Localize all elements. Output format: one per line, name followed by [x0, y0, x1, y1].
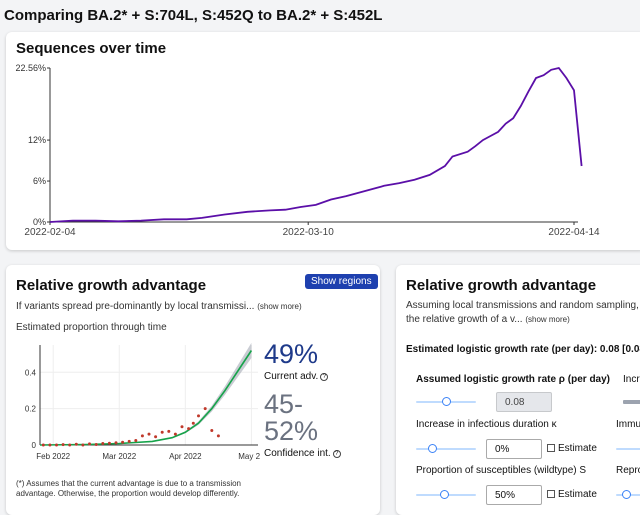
help-icon[interactable]: ? — [320, 373, 329, 381]
left-description-text: If variants spread pre-dominantly by loc… — [16, 301, 255, 312]
footnote: (*) Assumes that the current advantage i… — [16, 479, 241, 499]
data-point — [160, 430, 164, 434]
data-point — [147, 432, 151, 436]
current-advantage-label-text: Current adv. — [264, 371, 319, 382]
growth-card-right: Relative growth advantage Assuming local… — [396, 265, 640, 515]
data-point — [55, 443, 58, 447]
rho-slider-thumb[interactable] — [442, 397, 451, 406]
data-point — [127, 439, 131, 443]
data-point — [180, 425, 184, 429]
data-point — [154, 435, 158, 439]
s-slider[interactable] — [416, 488, 476, 502]
x-tick-label: 2022-03-10 — [283, 227, 335, 238]
data-point — [173, 432, 177, 436]
data-point — [68, 443, 72, 447]
sequences-chart: 22.56% 12% 6% 0%2022-02-04 2022-03-10 2022-04… — [15, 63, 600, 238]
current-advantage-label: Current adv.? — [264, 371, 329, 382]
kappa-label: Increase in infectious duration κ — [416, 419, 557, 430]
rho-label: Assumed logistic growth rate ρ (per day) — [416, 374, 610, 385]
ci-line-1: 45- — [264, 389, 304, 419]
s-input[interactable]: 50% — [486, 485, 542, 505]
data-point — [88, 442, 91, 446]
kappa-slider[interactable] — [416, 442, 476, 456]
col2-label-2: Immu — [616, 419, 640, 430]
rho-slider[interactable] — [416, 395, 476, 409]
rho-input[interactable]: 0.08 — [496, 392, 552, 412]
data-point — [140, 434, 144, 438]
left-subtitle: Estimated proportion through time — [16, 322, 167, 333]
kappa-estimate-checkbox[interactable]: Estimate — [547, 443, 597, 454]
data-point — [134, 439, 138, 442]
col2-label-3: Repro — [616, 465, 640, 476]
right-title: Relative growth advantage — [406, 277, 597, 294]
s-label: Proportion of susceptibles (wildtype) S — [416, 465, 587, 476]
s-estimate-checkbox[interactable]: Estimate — [547, 489, 597, 500]
x-tick-label: Feb 2022 — [36, 452, 70, 461]
show-regions-button[interactable]: Show regions — [305, 274, 378, 289]
data-point — [81, 443, 85, 447]
x-tick-label: 2022-04-14 — [548, 227, 600, 238]
data-point — [101, 442, 105, 445]
data-point — [114, 441, 118, 445]
data-point — [48, 443, 52, 447]
left-description: If variants spread pre-dominantly by loc… — [16, 301, 302, 312]
y-tick-label: 6% — [33, 176, 46, 186]
data-point — [41, 443, 45, 447]
x-tick-label: 2022-02-04 — [24, 227, 76, 238]
y-tick-label: 12% — [28, 135, 46, 145]
help-icon[interactable]: ? — [332, 450, 341, 458]
col2-slider-3-thumb[interactable] — [622, 490, 631, 499]
footnote-line-1: (*) Assumes that the current advantage i… — [16, 479, 242, 488]
data-point — [74, 442, 78, 446]
data-point — [94, 443, 98, 446]
sequence-line — [49, 66, 583, 223]
y-tick-label: 22.56% — [15, 63, 46, 73]
footnote-line-2: advantage. Otherwise, the proportion wou… — [16, 489, 240, 498]
estimate-line: Estimated logistic growth rate (per day)… — [406, 344, 640, 355]
kappa-slider-thumb[interactable] — [428, 444, 437, 453]
right-show-more-link[interactable]: (show more) — [525, 315, 570, 324]
sequences-card: Sequences over time 22.56% 12% 6% 0% 2022-02… — [6, 32, 640, 250]
s-slider-thumb[interactable] — [440, 490, 449, 499]
data-point — [107, 441, 111, 445]
data-point — [167, 429, 171, 433]
x-tick-label: May 20 — [238, 452, 260, 461]
confidence-band — [40, 342, 252, 445]
sequences-title: Sequences over time — [16, 40, 167, 57]
s-estimate-label: Estimate — [558, 489, 597, 500]
x-tick-label: Apr 2022 — [169, 452, 202, 461]
growth-card-left: Relative growth advantage Show regions I… — [6, 265, 380, 515]
left-show-more-link[interactable]: (show more) — [257, 302, 302, 311]
right-description: Assuming local transmissions and random … — [406, 299, 640, 327]
page-title: Comparing BA.2* + S:704L, S:452Q to BA.2… — [4, 7, 383, 24]
col2-slider-1[interactable] — [623, 395, 640, 409]
col2-label-1: Incre — [623, 374, 640, 385]
col2-slider-2[interactable] — [616, 442, 640, 456]
ci-line-2: 52% — [264, 416, 319, 446]
ci-label: Confidence int.? — [264, 448, 341, 459]
fit-line — [39, 350, 253, 446]
data-point — [203, 407, 207, 411]
y-tick-label: 0.2 — [25, 405, 37, 414]
current-advantage-value: 49% — [264, 339, 319, 369]
y-tick-label: 0.4 — [25, 368, 37, 377]
y-tick-label: 0% — [33, 217, 46, 227]
left-title: Relative growth advantage — [16, 277, 207, 294]
data-point — [210, 429, 214, 432]
ci-label-text: Confidence int. — [264, 448, 331, 459]
data-point — [187, 427, 191, 431]
right-description-line-2: the relative growth of a v... — [406, 314, 523, 325]
kappa-input[interactable]: 0% — [486, 439, 542, 459]
data-point — [216, 434, 220, 438]
right-description-line-1: Assuming local transmissions and random … — [406, 300, 640, 311]
kappa-estimate-label: Estimate — [558, 443, 597, 454]
data-point — [197, 414, 200, 418]
y-tick-label: 0 — [32, 441, 37, 450]
x-tick-label: Mar 2022 — [102, 452, 136, 461]
data-point — [121, 440, 125, 444]
data-point — [61, 443, 65, 447]
data-point — [191, 421, 195, 425]
proportion-chart: 0.4 0.2 0 Feb 2022 Mar 2022 Apr 2022 May 20 — [25, 342, 260, 461]
col2-slider-3[interactable] — [616, 488, 640, 502]
